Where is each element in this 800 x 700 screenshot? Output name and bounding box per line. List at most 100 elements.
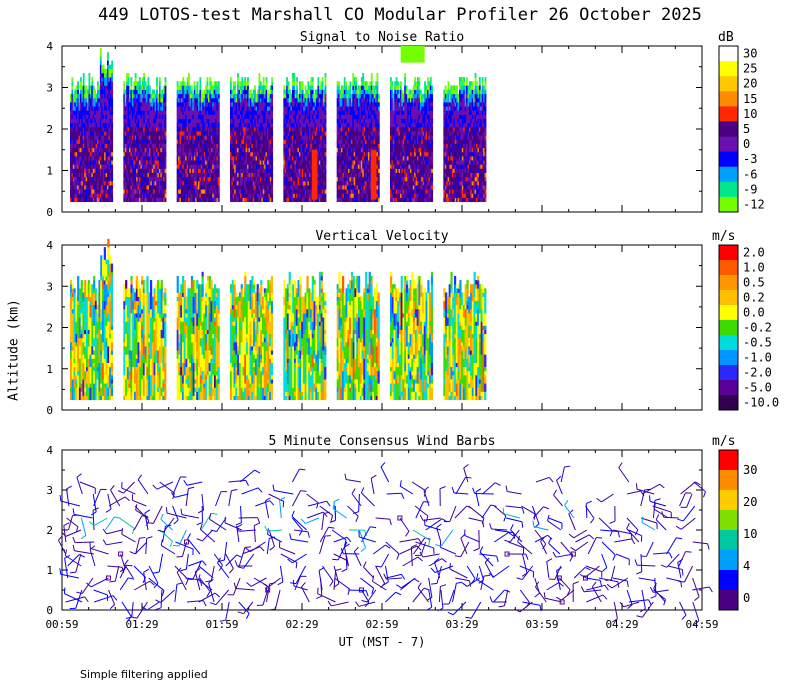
- snr-cell: [179, 110, 182, 115]
- snr-cell: [342, 143, 345, 149]
- snr-cell: [266, 89, 269, 95]
- snr-cell: [94, 114, 96, 120]
- snr-cell: [269, 197, 272, 203]
- snr-cell: [129, 135, 131, 140]
- snr-cell: [362, 85, 365, 90]
- snr-cell: [182, 180, 185, 186]
- snr-cell: [239, 164, 242, 169]
- snr-cell: [308, 164, 311, 169]
- snr-cell: [235, 185, 238, 190]
- snr-cell: [217, 185, 220, 190]
- snr-cell: [284, 155, 287, 161]
- snr-cell: [261, 97, 264, 103]
- snr-cell: [156, 172, 158, 178]
- snr-cell: [164, 155, 167, 161]
- snr-cell: [161, 106, 164, 111]
- snr-cell: [190, 147, 193, 153]
- snr-cell: [293, 122, 296, 128]
- snr-cell: [251, 114, 254, 120]
- snr-cell: [200, 147, 203, 153]
- snr-cell: [340, 114, 343, 120]
- snr-cell: [185, 189, 188, 194]
- snr-cell: [146, 143, 148, 149]
- snr-cell: [261, 147, 264, 153]
- snr-cell: [343, 89, 346, 95]
- snr-cell: [144, 193, 147, 198]
- snr-cell: [189, 176, 192, 182]
- snr-cell: [153, 102, 156, 107]
- snr-cell: [239, 110, 242, 115]
- snr-cell: [138, 85, 141, 90]
- snr-cell: [210, 168, 213, 173]
- snr-cell: [210, 189, 213, 194]
- snr-cell: [178, 106, 180, 111]
- snr-cell: [298, 110, 301, 115]
- snr-cell: [133, 118, 136, 124]
- snr-cell: [343, 126, 346, 132]
- snr-cell: [343, 139, 346, 144]
- snr-cell: [87, 89, 89, 95]
- snr-cell: [106, 97, 109, 103]
- snr-cell: [294, 118, 297, 124]
- snr-cell: [254, 147, 256, 153]
- snr-cell: [356, 89, 359, 95]
- snr-cell: [111, 160, 114, 165]
- snr-cell: [146, 97, 148, 103]
- snr-cell: [143, 164, 146, 169]
- snr-cell: [356, 114, 359, 120]
- snr-cell: [101, 131, 104, 136]
- snr-cell: [180, 160, 183, 165]
- snr-cell: [352, 172, 355, 178]
- snr-cell: [199, 118, 202, 124]
- snr-cell: [185, 102, 188, 107]
- snr-cell: [324, 155, 327, 161]
- snr-cell: [79, 106, 82, 111]
- snr-cell: [185, 151, 188, 157]
- snr-cell: [158, 135, 161, 140]
- snr-cell: [355, 77, 357, 82]
- snr-cell: [85, 193, 88, 198]
- snr-cell: [150, 93, 153, 99]
- snr-cell: [258, 77, 261, 82]
- snr-cell: [134, 151, 137, 157]
- snr-cell: [133, 131, 136, 136]
- snr-cell: [360, 139, 363, 144]
- snr-cell: [161, 122, 164, 128]
- snr-cell: [217, 93, 220, 99]
- snr-cell: [257, 147, 259, 153]
- snr-cell: [193, 180, 196, 186]
- snr-cell: [164, 180, 167, 186]
- snr-cell: [147, 114, 150, 120]
- snr-cell: [209, 114, 212, 120]
- snr-cell: [123, 164, 126, 169]
- snr-cell: [289, 93, 291, 99]
- snr-cell: [94, 193, 96, 198]
- snr-cell: [339, 176, 342, 182]
- snr-cell: [356, 189, 359, 194]
- snr-cell: [205, 160, 207, 165]
- snr-cell: [296, 81, 298, 86]
- snr-cell: [106, 180, 109, 186]
- snr-cell: [342, 139, 345, 144]
- snr-cell: [362, 155, 365, 161]
- snr-cell: [287, 102, 290, 107]
- snr-cell: [318, 110, 321, 115]
- snr-cell: [252, 118, 255, 124]
- snr-cell: [244, 77, 247, 82]
- snr-cell: [217, 89, 220, 95]
- snr-cell: [156, 97, 158, 103]
- snr-cell: [284, 189, 287, 194]
- snr-cell: [153, 110, 156, 115]
- snr-cell: [323, 147, 325, 153]
- snr-cell: [140, 151, 143, 157]
- snr-cell: [342, 164, 345, 169]
- snr-cell: [336, 172, 339, 178]
- snr-cell: [84, 85, 87, 90]
- snr-cell: [151, 176, 154, 182]
- snr-cell: [287, 143, 290, 149]
- snr-cell: [237, 110, 239, 115]
- snr-cell: [306, 126, 308, 132]
- snr-cell: [200, 131, 203, 136]
- snr-cell: [262, 168, 265, 173]
- snr-cell: [238, 176, 241, 182]
